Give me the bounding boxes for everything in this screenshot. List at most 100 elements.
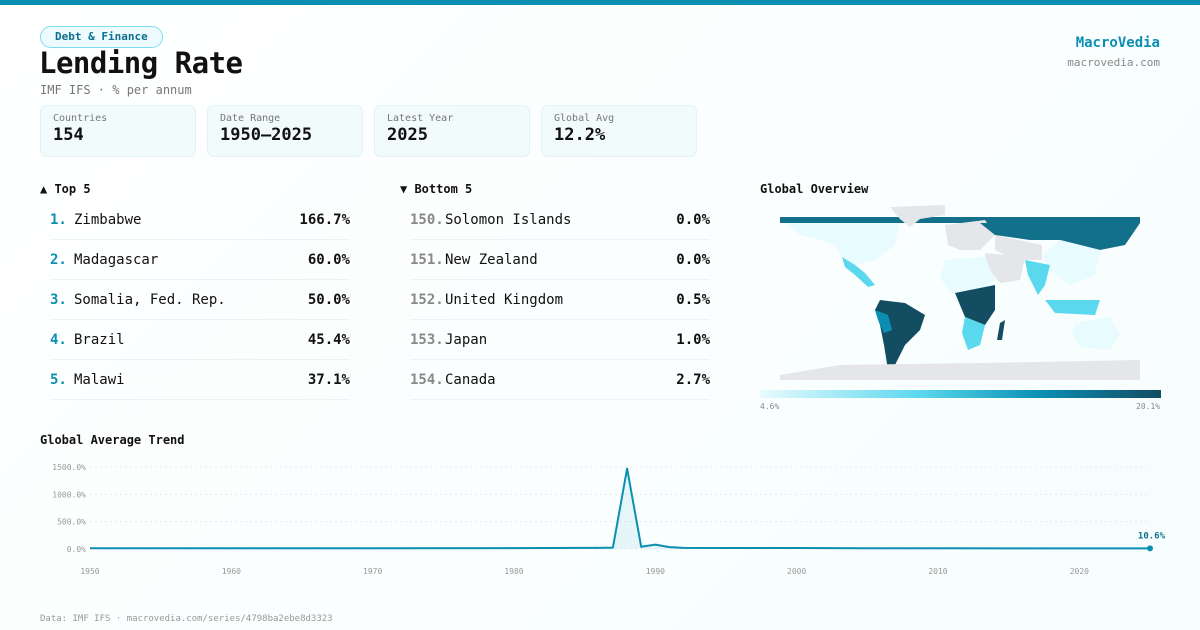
stat-date-range: Date Range 1950–2025	[207, 105, 363, 157]
country-value: 166.7%	[299, 211, 350, 228]
ranking-row[interactable]: 152. United Kingdom 0.5%	[410, 280, 710, 320]
y-tick-label: 0.0%	[67, 545, 86, 554]
category-badge[interactable]: Debt & Finance	[40, 26, 163, 48]
x-tick-label: 1970	[363, 567, 382, 576]
y-tick-label: 500.0%	[57, 518, 86, 527]
trend-line	[90, 467, 1150, 550]
stat-value: 1950–2025	[220, 125, 313, 145]
rank: 4.	[50, 331, 67, 348]
mexico-central-america	[842, 257, 875, 287]
country-value: 0.0%	[676, 211, 710, 228]
country-value: 50.0%	[307, 291, 350, 308]
southeast-asia	[1045, 300, 1100, 315]
country-name: Somalia, Fed. Rep.	[74, 291, 226, 308]
africa-north	[940, 257, 995, 295]
rank: 150.	[410, 211, 444, 228]
trend-heading: Global Average Trend	[40, 433, 185, 447]
brand-logo[interactable]: MacroVedia	[1075, 35, 1160, 51]
arctic-band	[780, 217, 1140, 223]
x-tick-label: 1950	[80, 567, 99, 576]
china-east-asia	[1042, 240, 1100, 285]
stat-global-avg: Global Avg 12.2%	[541, 105, 697, 157]
y-tick-label: 1500.0%	[52, 463, 86, 472]
africa-central	[955, 285, 995, 325]
page-title: Lending Rate	[39, 46, 243, 80]
country-name: Malawi	[74, 371, 125, 388]
top5-heading: ▲ Top 5	[40, 182, 91, 196]
country-value: 1.0%	[676, 331, 710, 348]
map-heading: Global Overview	[760, 182, 869, 196]
stat-label: Countries	[53, 113, 108, 124]
x-tick-label: 1980	[504, 567, 523, 576]
country-name: Zimbabwe	[74, 211, 142, 228]
rank: 1.	[50, 211, 67, 228]
country-name: Madagascar	[74, 251, 159, 268]
rank: 3.	[50, 291, 67, 308]
stat-latest-year: Latest Year 2025	[374, 105, 530, 157]
page-subtitle: IMF IFS · % per annum	[40, 83, 192, 97]
legend-min: 4.6%	[760, 402, 780, 411]
africa-south	[962, 317, 985, 350]
trend-chart: 0.0% 500.0% 1000.0% 1500.0% 1950 1960 1970 1980…	[52, 463, 1166, 576]
country-name: Japan	[445, 331, 488, 348]
country-value: 0.0%	[676, 251, 710, 268]
russia	[980, 223, 1140, 250]
bottom5-heading: ▼ Bottom 5	[400, 182, 473, 196]
stat-value: 154	[53, 125, 84, 145]
ranking-row[interactable]: 151. New Zealand 0.0%	[410, 240, 710, 280]
country-name: Solomon Islands	[445, 211, 572, 228]
australia	[1072, 317, 1120, 350]
ranking-row[interactable]: 150. Solomon Islands 0.0%	[410, 200, 710, 240]
country-value: 0.5%	[676, 291, 710, 308]
country-value: 37.1%	[307, 371, 350, 388]
ranking-row[interactable]: 1. Zimbabwe 166.7%	[50, 200, 350, 240]
europe	[945, 220, 995, 250]
x-tick-label: 2020	[1070, 567, 1089, 576]
madagascar	[997, 320, 1005, 340]
stat-label: Global Avg	[554, 113, 615, 124]
y-tick-label: 1000.0%	[52, 490, 86, 499]
north-america	[785, 223, 900, 265]
country-value: 60.0%	[307, 251, 350, 268]
stat-label: Date Range	[220, 113, 281, 124]
middle-east	[985, 253, 1025, 283]
x-tick-label: 1990	[646, 567, 665, 576]
peru-bolivia	[875, 310, 892, 333]
footer-source: Data: IMF IFS · macrovedia.com/series/47…	[40, 614, 333, 624]
brand-url[interactable]: macrovedia.com	[1067, 56, 1160, 69]
country-name: Canada	[445, 371, 496, 388]
ranking-row[interactable]: 153. Japan 1.0%	[410, 320, 710, 360]
map-color-legend	[760, 390, 1161, 398]
last-value-label: 10.6%	[1138, 531, 1166, 541]
ranking-row[interactable]: 3. Somalia, Fed. Rep. 50.0%	[50, 280, 350, 320]
x-tick-label: 2000	[787, 567, 806, 576]
rank: 5.	[50, 371, 67, 388]
central-asia	[995, 235, 1042, 260]
stat-countries: Countries 154	[40, 105, 196, 157]
last-point	[1147, 545, 1153, 552]
ranking-row[interactable]: 4. Brazil 45.4%	[50, 320, 350, 360]
south-asia	[1025, 260, 1050, 295]
x-tick-label: 1960	[222, 567, 241, 576]
stat-value: 2025	[387, 125, 428, 145]
rank: 154.	[410, 371, 444, 388]
rank: 153.	[410, 331, 444, 348]
country-name: Brazil	[74, 331, 125, 348]
country-name: New Zealand	[445, 251, 538, 268]
rank: 151.	[410, 251, 444, 268]
legend-max: 20.1%	[1136, 402, 1161, 411]
stat-value: 12.2%	[554, 125, 606, 145]
antarctica	[780, 360, 1140, 380]
greenland	[890, 205, 945, 227]
stat-label: Latest Year	[387, 113, 454, 124]
country-name: United Kingdom	[445, 291, 564, 308]
ranking-row[interactable]: 154. Canada 2.7%	[410, 360, 710, 400]
top-accent-bar	[0, 0, 1200, 5]
ranking-row[interactable]: 2. Madagascar 60.0%	[50, 240, 350, 280]
country-value: 45.4%	[307, 331, 350, 348]
rank: 2.	[50, 251, 67, 268]
world-map[interactable]	[780, 205, 1142, 383]
ranking-row[interactable]: 5. Malawi 37.1%	[50, 360, 350, 400]
rank: 152.	[410, 291, 444, 308]
south-america	[875, 300, 925, 370]
